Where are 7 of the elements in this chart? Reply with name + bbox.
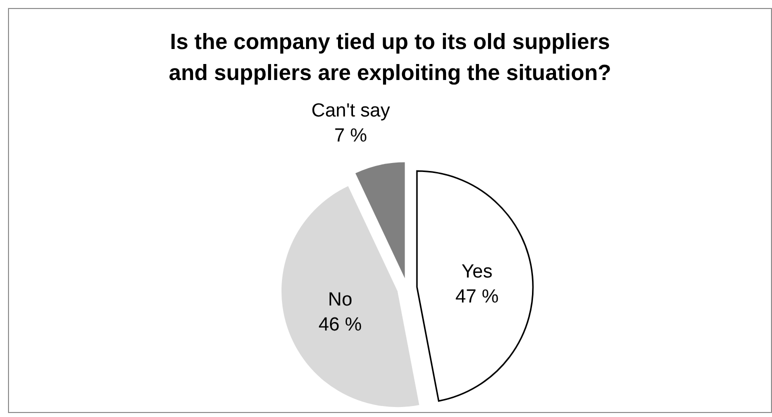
- chart-title: Is the company tied up to its old suppliers and suppliers are exploiting the situation?: [168, 29, 612, 85]
- slice-label: Yes: [462, 261, 493, 282]
- slice-label: No: [328, 290, 352, 311]
- data-label: 7 %: [334, 125, 368, 146]
- data-label: 47 %: [455, 286, 499, 308]
- data-label: 46 %: [318, 314, 362, 336]
- slice-label: Can't say: [311, 100, 390, 122]
